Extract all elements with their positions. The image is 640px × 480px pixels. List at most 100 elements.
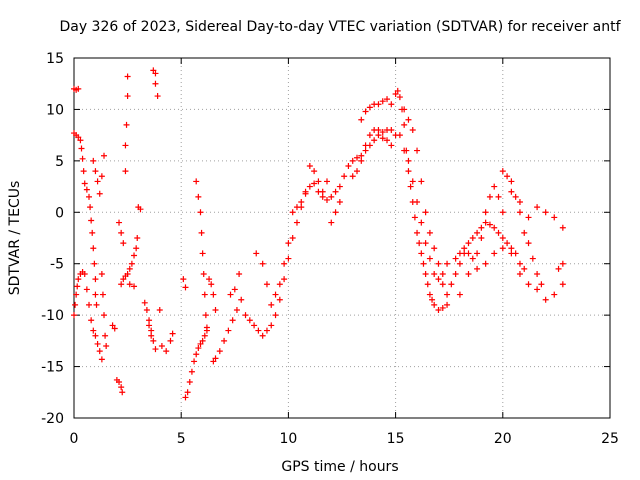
data-point xyxy=(148,327,155,334)
data-point xyxy=(251,322,258,329)
data-point xyxy=(242,312,249,319)
data-point xyxy=(486,221,493,228)
data-point xyxy=(146,322,153,329)
data-point xyxy=(396,94,403,101)
data-point xyxy=(534,286,541,293)
x-tick-label: 10 xyxy=(279,431,297,447)
data-point xyxy=(512,193,519,200)
y-tick-labels: -20 -15 -10 -5 0 5 10 15 xyxy=(41,51,64,427)
grid-lines xyxy=(74,58,610,418)
data-point xyxy=(358,152,365,159)
chart-title: Day 326 of 2023, Sidereal Day-to-day VTE… xyxy=(59,19,621,35)
data-point xyxy=(375,101,382,108)
data-point xyxy=(444,260,451,267)
data-point xyxy=(148,332,155,339)
data-point xyxy=(163,348,170,355)
data-point xyxy=(354,154,361,161)
data-point xyxy=(193,178,200,185)
y-tick-label: 15 xyxy=(46,51,64,67)
data-point xyxy=(285,255,292,262)
data-point xyxy=(499,245,506,252)
data-point xyxy=(80,168,87,175)
data-point xyxy=(193,351,200,358)
data-point xyxy=(210,358,217,365)
data-point xyxy=(86,301,93,308)
data-point xyxy=(236,271,243,277)
data-point xyxy=(116,219,123,226)
data-point xyxy=(444,301,451,308)
y-tick-label: -10 xyxy=(41,308,64,324)
data-point xyxy=(422,209,429,216)
data-point xyxy=(281,276,288,283)
data-point xyxy=(263,327,270,334)
data-point xyxy=(197,209,204,216)
data-point xyxy=(118,384,125,391)
data-point xyxy=(203,327,210,334)
data-point xyxy=(542,296,549,303)
data-point xyxy=(516,199,523,205)
data-point xyxy=(221,337,228,344)
series-early-scatter xyxy=(90,152,126,396)
data-point xyxy=(229,317,236,324)
data-point xyxy=(456,250,463,257)
data-point xyxy=(424,281,431,288)
data-point xyxy=(349,173,356,180)
data-point xyxy=(486,193,493,200)
data-point xyxy=(202,312,209,319)
data-point xyxy=(420,260,427,267)
data-point xyxy=(195,193,202,200)
data-point xyxy=(525,240,532,247)
data-point xyxy=(495,229,502,236)
data-point xyxy=(88,217,95,224)
data-point xyxy=(439,271,446,277)
data-point xyxy=(72,301,79,308)
data-point xyxy=(311,180,318,187)
data-point xyxy=(74,283,81,290)
data-point xyxy=(94,178,101,185)
data-point xyxy=(405,168,412,175)
data-point xyxy=(306,183,313,190)
data-point xyxy=(341,173,348,180)
data-point xyxy=(198,229,205,236)
x-tick-label: 25 xyxy=(601,431,619,447)
data-point xyxy=(75,134,82,141)
data-point xyxy=(499,235,506,241)
data-point xyxy=(405,116,412,123)
data-point xyxy=(504,173,511,180)
data-point xyxy=(90,157,97,164)
data-point xyxy=(516,260,523,267)
data-point xyxy=(184,389,191,396)
data-point xyxy=(156,307,163,313)
data-point xyxy=(452,271,459,277)
data-point xyxy=(90,245,97,252)
data-point xyxy=(435,276,442,283)
data-point xyxy=(456,260,463,267)
data-point xyxy=(158,343,165,349)
data-point xyxy=(253,250,260,257)
data-points xyxy=(71,67,566,401)
data-point xyxy=(559,281,566,288)
data-point xyxy=(529,255,536,262)
data-point xyxy=(394,87,401,94)
data-point xyxy=(231,286,238,293)
data-point xyxy=(491,224,498,231)
data-point xyxy=(375,132,382,139)
data-point xyxy=(418,219,425,226)
data-point xyxy=(542,209,549,216)
data-point xyxy=(418,178,425,185)
data-point xyxy=(426,291,433,298)
data-point xyxy=(150,337,157,344)
data-point xyxy=(195,345,202,352)
data-point xyxy=(83,286,90,293)
data-point xyxy=(392,91,399,97)
data-point xyxy=(379,98,386,105)
data-point xyxy=(116,379,123,385)
data-point xyxy=(516,209,523,216)
data-point xyxy=(131,283,138,290)
data-point xyxy=(152,70,159,77)
data-point xyxy=(366,132,373,139)
x-tick-labels: 0 5 10 15 20 25 xyxy=(70,431,619,447)
data-point xyxy=(431,301,438,308)
data-point xyxy=(559,260,566,267)
